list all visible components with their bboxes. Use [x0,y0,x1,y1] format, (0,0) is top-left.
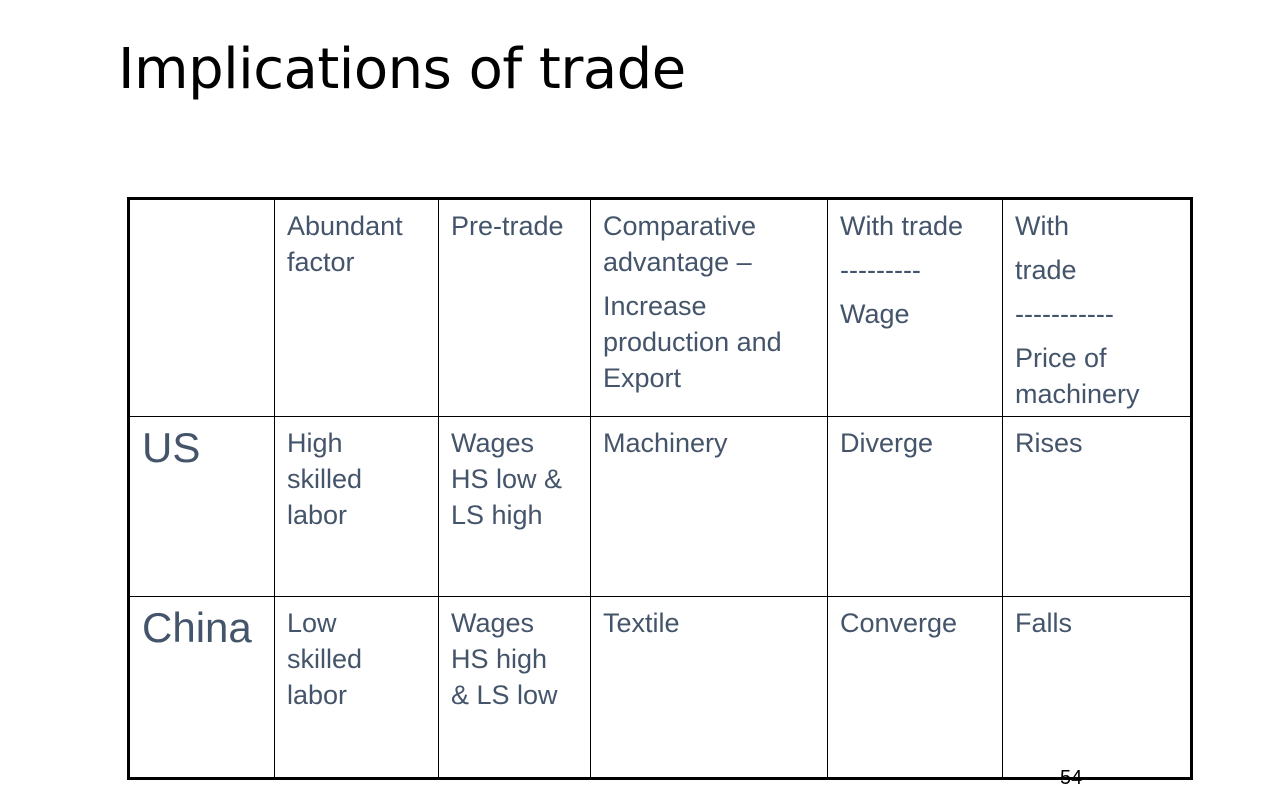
header-line: With [1015,211,1069,241]
header-pre-trade: Pre-trade [438,198,591,417]
cell-us-wage: Diverge [827,416,1003,597]
cell-line: Wages [451,428,535,458]
header-line: Increase [603,291,707,321]
cell-line: skilled [287,464,363,494]
cell-line: labor [287,680,348,710]
cell-line: High [287,428,343,458]
cell-us-price: Rises [1002,416,1192,597]
cell-line: skilled [287,644,363,674]
cell-us-pre-trade: Wages HS low & LS high [438,416,591,597]
header-corner-cell [128,198,275,417]
cell-china-comparative-advantage: Textile [590,596,828,779]
table-row-us: US High skilled labor Wages HS low & LS … [128,416,1192,597]
table-header-row: Abundant factor Pre-trade Comparative ad… [128,198,1192,417]
header-line: advantage – [603,247,752,277]
header-line: machinery [1015,379,1140,409]
cell-china-pre-trade: Wages HS high & LS low [438,596,591,779]
cell-china-wage: Converge [827,596,1003,779]
header-line: Wage [840,299,910,329]
trade-implications-table: Abundant factor Pre-trade Comparative ad… [127,197,1193,780]
header-line: With trade [840,211,964,241]
cell-us-abundant-factor: High skilled labor [274,416,439,597]
header-divider-line: ----------- [1015,299,1114,329]
header-line: production and [603,327,782,357]
header-line: Price of [1015,343,1107,373]
table-row-china: China Low skilled labor Wages HS high & … [128,596,1192,779]
header-line: Comparative [603,211,757,241]
slide-title: Implications of trade [118,37,686,102]
cell-china-price: Falls [1002,596,1192,779]
cell-line: & LS low [451,680,558,710]
header-with-trade-wage: With trade --------- Wage [827,198,1003,417]
cell-line: labor [287,500,348,530]
row-label-china: China [128,596,275,779]
header-with-trade-price: With trade ----------- Price of machiner… [1002,198,1192,417]
header-line: Pre-trade [451,211,564,241]
header-line: Abundant [287,211,403,241]
cell-line: LS high [451,500,543,530]
cell-line: Wages [451,608,535,638]
cell-us-comparative-advantage: Machinery [590,416,828,597]
cell-china-abundant-factor: Low skilled labor [274,596,439,779]
cell-line: HS low & [451,464,563,494]
header-line: trade [1015,255,1077,285]
header-comparative-advantage: Comparative advantage – Increase product… [590,198,828,417]
header-line: factor [287,247,355,277]
row-label-us: US [128,416,275,597]
cell-line: HS high [451,644,548,674]
header-line: Export [603,363,682,393]
header-divider-line: --------- [840,255,921,285]
cell-line: Low [287,608,337,638]
page-number: 54 [1060,767,1083,789]
header-abundant-factor: Abundant factor [274,198,439,417]
